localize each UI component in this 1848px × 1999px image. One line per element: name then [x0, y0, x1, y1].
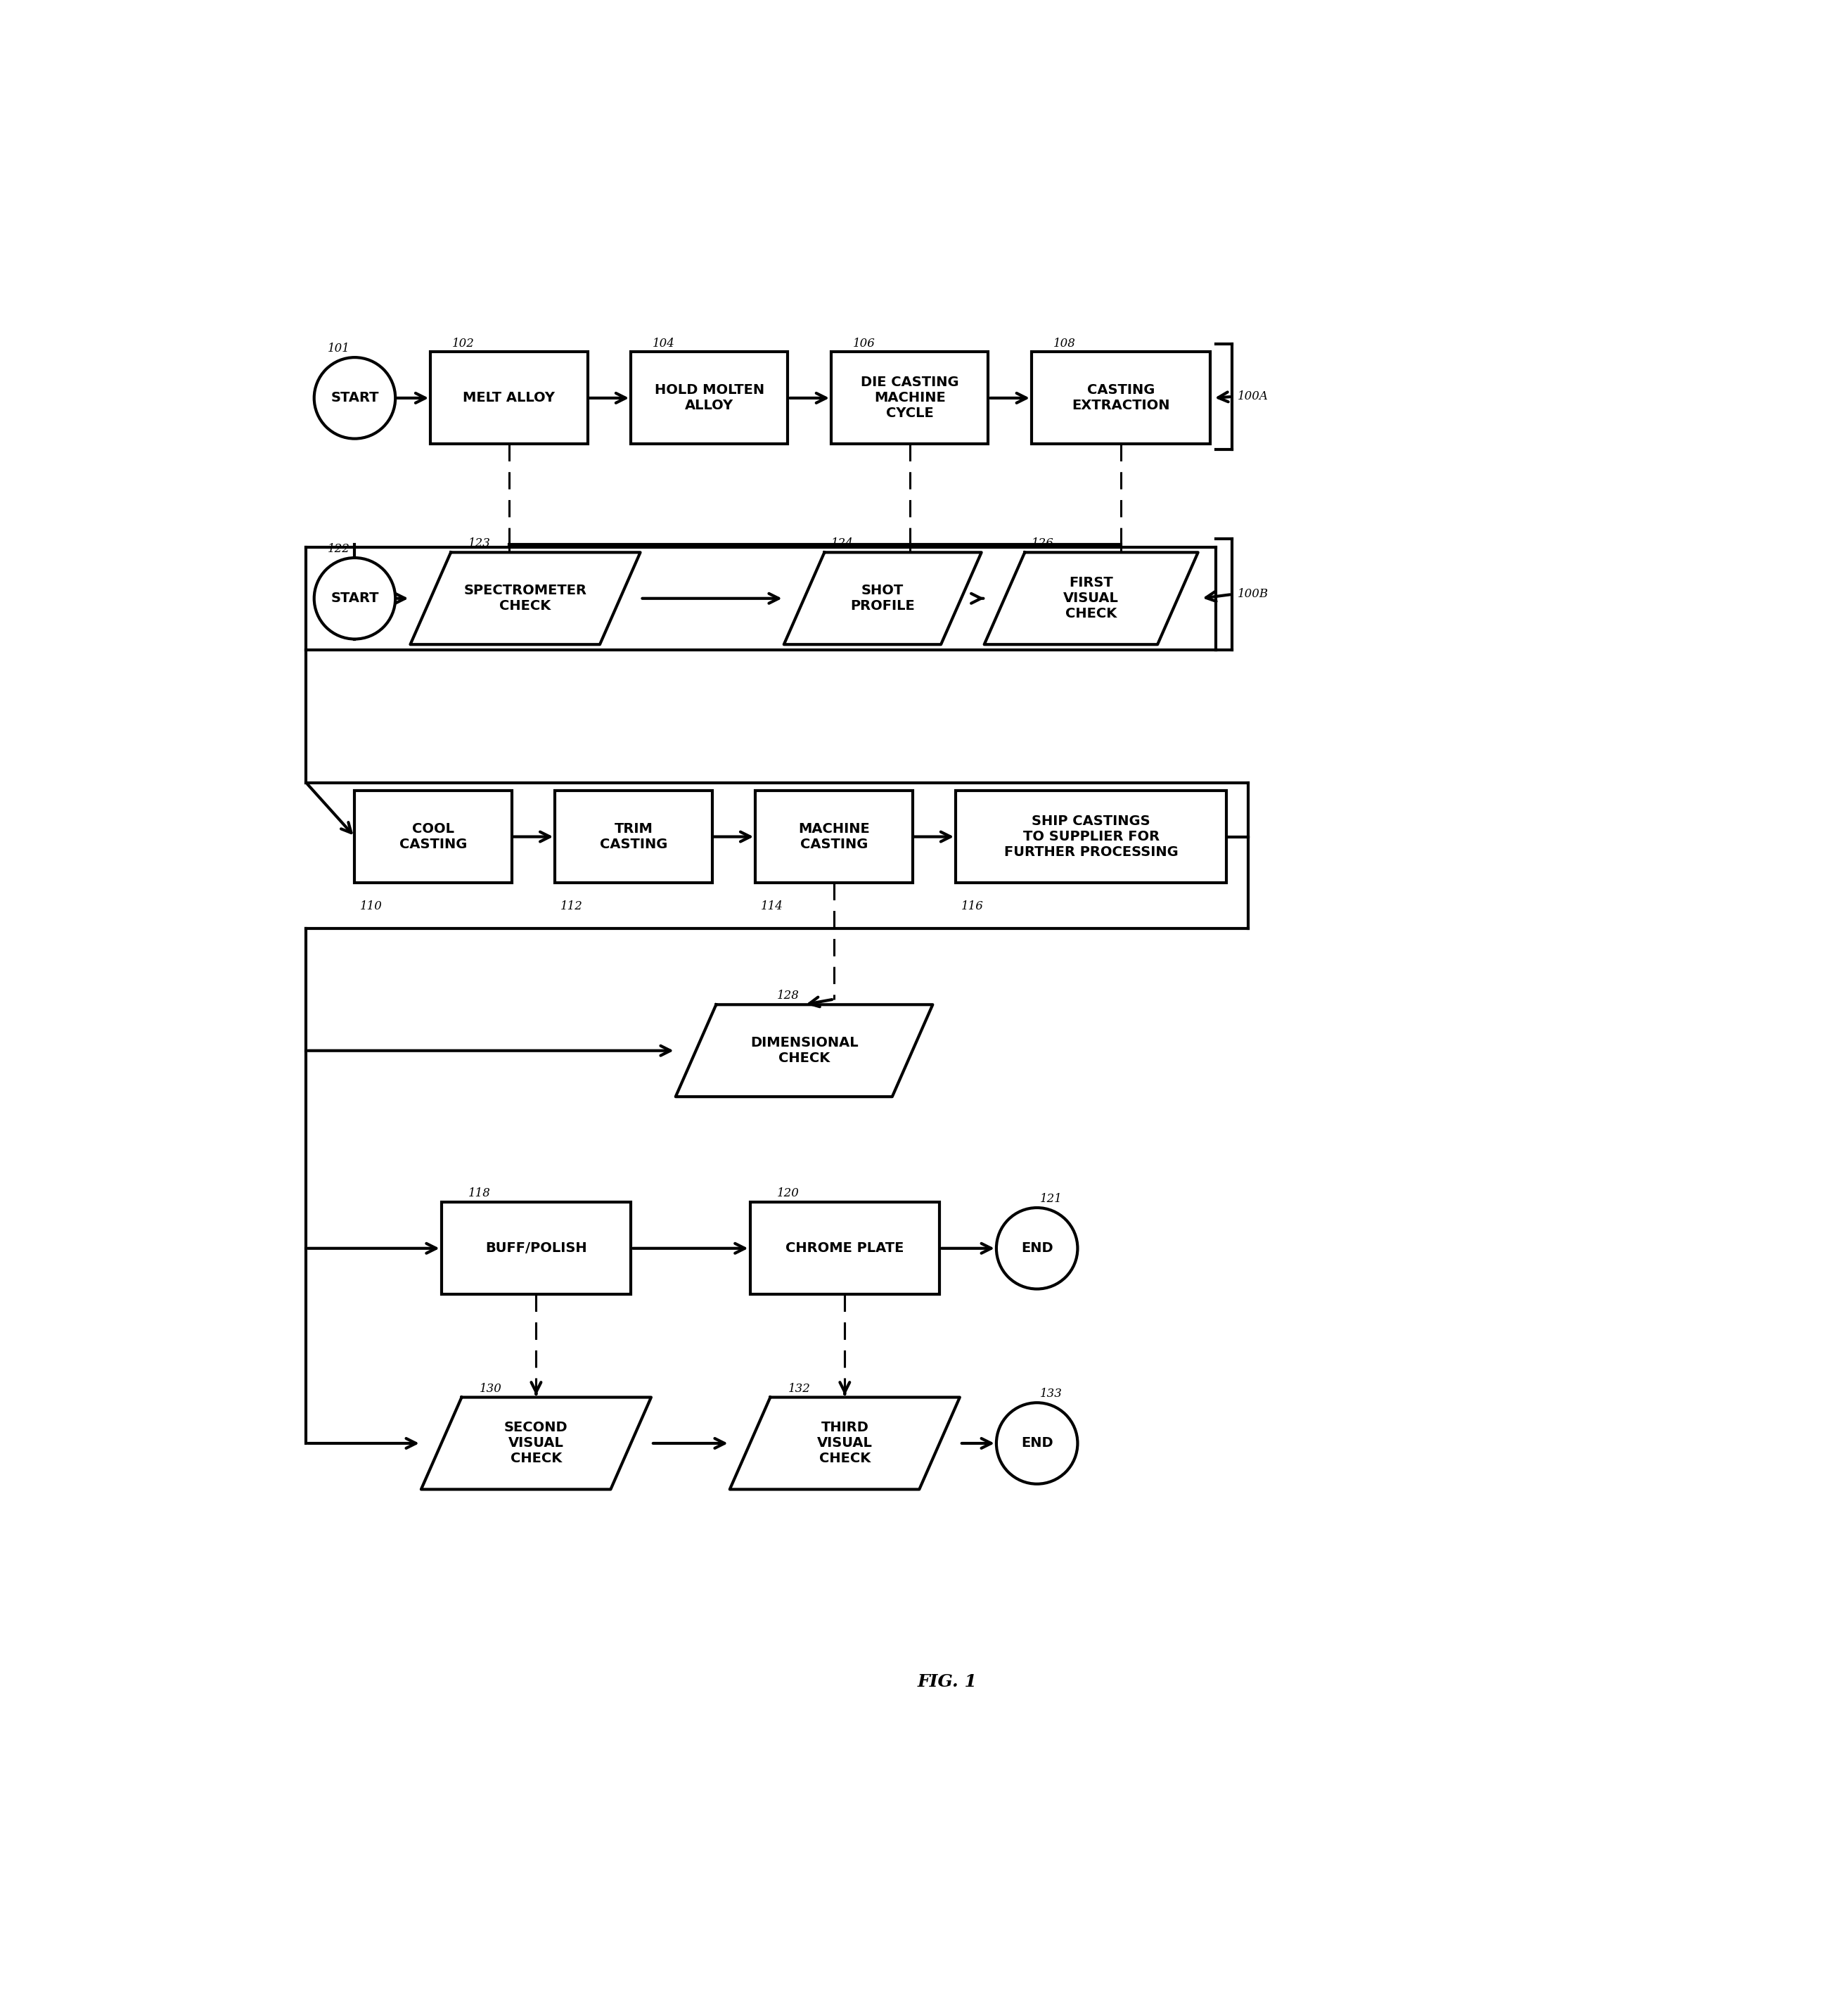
Text: DIMENSIONAL
CHECK: DIMENSIONAL CHECK — [750, 1035, 857, 1065]
Text: END: END — [1020, 1241, 1053, 1255]
Circle shape — [314, 558, 395, 640]
FancyBboxPatch shape — [630, 352, 787, 444]
Text: CASTING
EXTRACTION: CASTING EXTRACTION — [1072, 384, 1170, 412]
Text: 122: 122 — [327, 544, 349, 556]
FancyBboxPatch shape — [750, 1201, 939, 1295]
Circle shape — [996, 1403, 1077, 1483]
Text: 101: 101 — [327, 342, 349, 354]
Text: 100B: 100B — [1238, 588, 1268, 600]
Text: 108: 108 — [1053, 338, 1076, 350]
Text: FIG. 1: FIG. 1 — [917, 1673, 978, 1689]
Text: 130: 130 — [479, 1383, 501, 1395]
Text: MACHINE
CASTING: MACHINE CASTING — [798, 822, 870, 852]
Text: FIRST
VISUAL
CHECK: FIRST VISUAL CHECK — [1063, 576, 1118, 620]
Text: END: END — [1020, 1437, 1053, 1449]
Text: 133: 133 — [1040, 1387, 1063, 1399]
Text: 102: 102 — [453, 338, 475, 350]
Circle shape — [996, 1207, 1077, 1289]
Polygon shape — [985, 552, 1198, 644]
Text: BUFF/POLISH: BUFF/POLISH — [486, 1241, 588, 1255]
Text: 100A: 100A — [1238, 390, 1268, 402]
Text: MELT ALLOY: MELT ALLOY — [464, 392, 554, 404]
Text: 126: 126 — [1031, 538, 1053, 550]
FancyBboxPatch shape — [355, 792, 512, 884]
FancyBboxPatch shape — [431, 352, 588, 444]
Text: 123: 123 — [468, 538, 492, 550]
Text: COOL
CASTING: COOL CASTING — [399, 822, 468, 852]
Text: TRIM
CASTING: TRIM CASTING — [601, 822, 667, 852]
FancyBboxPatch shape — [1031, 352, 1210, 444]
FancyBboxPatch shape — [955, 792, 1227, 884]
FancyBboxPatch shape — [832, 352, 989, 444]
Text: SHOT
PROFILE: SHOT PROFILE — [850, 584, 915, 614]
Text: 112: 112 — [560, 902, 582, 914]
Text: SPECTROMETER
CHECK: SPECTROMETER CHECK — [464, 584, 588, 614]
Text: 110: 110 — [360, 902, 383, 914]
Text: SECOND
VISUAL
CHECK: SECOND VISUAL CHECK — [505, 1421, 567, 1465]
Text: 120: 120 — [776, 1187, 800, 1199]
Polygon shape — [421, 1397, 650, 1489]
Polygon shape — [410, 552, 639, 644]
Text: 118: 118 — [468, 1187, 492, 1199]
Text: 104: 104 — [652, 338, 675, 350]
FancyBboxPatch shape — [554, 792, 711, 884]
Text: 132: 132 — [787, 1383, 809, 1395]
Text: 116: 116 — [961, 902, 983, 914]
Text: 124: 124 — [832, 538, 854, 550]
Circle shape — [314, 358, 395, 438]
Polygon shape — [730, 1397, 959, 1489]
Text: 114: 114 — [761, 902, 784, 914]
Text: THIRD
VISUAL
CHECK: THIRD VISUAL CHECK — [817, 1421, 872, 1465]
Text: 121: 121 — [1040, 1193, 1063, 1205]
Text: START: START — [331, 392, 379, 404]
FancyBboxPatch shape — [442, 1201, 630, 1295]
Text: SHIP CASTINGS
TO SUPPLIER FOR
FURTHER PROCESSING: SHIP CASTINGS TO SUPPLIER FOR FURTHER PR… — [1003, 814, 1179, 860]
Polygon shape — [784, 552, 981, 644]
Text: CHROME PLATE: CHROME PLATE — [785, 1241, 904, 1255]
FancyBboxPatch shape — [756, 792, 913, 884]
Text: START: START — [331, 592, 379, 606]
Text: DIE CASTING
MACHINE
CYCLE: DIE CASTING MACHINE CYCLE — [861, 376, 959, 420]
Text: 128: 128 — [776, 990, 800, 1001]
Text: 106: 106 — [854, 338, 876, 350]
Text: HOLD MOLTEN
ALLOY: HOLD MOLTEN ALLOY — [654, 384, 765, 412]
Polygon shape — [676, 1005, 933, 1097]
